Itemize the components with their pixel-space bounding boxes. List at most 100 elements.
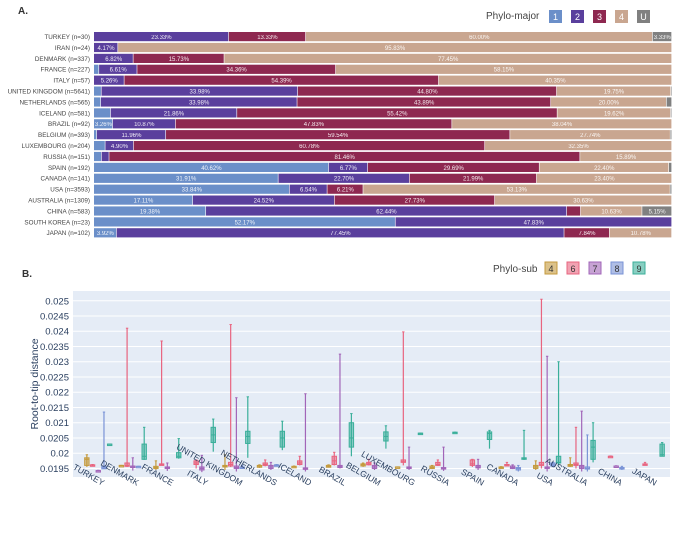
data-label: 24.52% — [254, 199, 275, 205]
legend-swatch-1 — [549, 10, 562, 23]
legend-label-6: 6 — [570, 264, 575, 274]
stacked-bar-chart: TURKEY (n=30) 23.33% 13.33% 60.00% 3.33% IRAN… — [8, 32, 672, 238]
bar-segment-2 — [101, 151, 109, 162]
bar-segment-2 — [116, 228, 564, 238]
bar-segment-U — [642, 206, 672, 216]
data-label: 81.46% — [335, 155, 356, 161]
box-9 — [348, 422, 355, 448]
bar-segment-2 — [94, 75, 124, 85]
bar-segment-3 — [297, 97, 551, 107]
data-label: 15.73% — [169, 57, 190, 63]
bar-segment-2 — [101, 86, 298, 96]
bar-segment-1 — [94, 195, 193, 205]
bar-segment-4 — [452, 119, 672, 129]
data-label: 6.21% — [337, 188, 355, 194]
bar-segment-4 — [539, 162, 669, 172]
legend-swatch-3 — [593, 10, 606, 23]
box-6 — [400, 459, 407, 463]
panel-a-label: A. — [18, 6, 28, 17]
category-label: ICELAND (n=581) — [39, 110, 90, 117]
data-label: 21.99% — [463, 177, 484, 183]
legend-swatch-7 — [588, 261, 602, 275]
legend-label-U: U — [640, 12, 647, 22]
bar-segment-3 — [564, 228, 610, 238]
data-label: 7.84% — [578, 231, 596, 237]
data-label: 95.83% — [385, 46, 406, 52]
category-label: BRAZIL (n=92) — [48, 121, 90, 128]
data-label: 6.82% — [105, 57, 123, 63]
data-label: 23.33% — [151, 35, 172, 41]
y-tick-label: 0.024 — [45, 327, 69, 338]
bar-segment-4 — [556, 86, 671, 96]
bar-segment-1 — [94, 184, 289, 194]
legend-swatch-U — [637, 10, 650, 23]
y-axis-label: Root-to-tip distance — [29, 338, 41, 429]
data-label: 52.17% — [235, 220, 256, 226]
data-label: 33.84% — [182, 188, 203, 194]
bar-segment-2 — [206, 206, 567, 216]
data-label: 19.62% — [604, 111, 625, 117]
data-label: 40.35% — [545, 79, 566, 85]
data-label: 4.90% — [111, 144, 129, 150]
data-label: 10.87% — [134, 122, 155, 128]
bar-segment-4 — [224, 53, 672, 63]
category-label: SPAIN (n=192) — [48, 165, 90, 172]
data-label: 60.00% — [469, 35, 490, 41]
data-label: 59.54% — [328, 133, 349, 139]
bar-segment-1 — [94, 173, 278, 183]
bar-segment-U — [670, 184, 672, 194]
category-label: JAPAN (n=102) — [47, 230, 90, 237]
data-label: 30.63% — [573, 199, 594, 205]
data-label: 62.44% — [376, 209, 397, 215]
bar-segment-3 — [237, 108, 557, 118]
category-label: USA (n=3593) — [50, 187, 90, 194]
bar-segment-3 — [166, 130, 510, 140]
data-label: 60.78% — [299, 144, 320, 150]
bar-segment-4 — [305, 32, 653, 42]
data-label: 27.74% — [580, 133, 601, 139]
bar-segment-1 — [94, 97, 101, 107]
data-label: 3.33% — [654, 35, 672, 41]
bar-segment-2 — [105, 141, 134, 151]
box-9 — [590, 439, 596, 460]
legend-phylo-sub: 4 6 7 8 9 — [544, 261, 646, 275]
box-9 — [245, 430, 251, 444]
bar-segment-2 — [395, 217, 672, 227]
panel-b-label: B. — [22, 269, 32, 280]
category-label: FRANCE (n=227) — [40, 67, 90, 74]
data-label: 27.73% — [405, 199, 426, 205]
legend-label-1: 1 — [553, 12, 558, 22]
data-label: 15.89% — [616, 155, 637, 161]
bar-segment-3 — [133, 141, 485, 151]
bar-segment-4 — [551, 97, 667, 107]
data-label: 58.15% — [494, 68, 515, 74]
bar-segment-2 — [100, 97, 297, 107]
bar-segment-U — [666, 97, 672, 107]
data-label: 13.33% — [257, 35, 278, 41]
y-tick-label: 0.021 — [45, 418, 69, 429]
box-6 — [538, 461, 545, 466]
category-label: SOUTH KOREA (n=23) — [24, 219, 90, 226]
bar-segment-2 — [96, 130, 166, 140]
bar-segment-4 — [580, 206, 642, 216]
category-label: DENMARK (n=337) — [35, 56, 90, 63]
bar-segment-3 — [566, 206, 581, 216]
category-label: CHINA (n=583) — [47, 208, 90, 215]
bar-segment-4 — [438, 75, 672, 85]
bar-segment-3 — [109, 151, 580, 162]
box-plot — [84, 298, 665, 473]
data-label: 6.54% — [300, 188, 318, 194]
bar-segment-4 — [557, 108, 671, 118]
legend-label-4: 4 — [619, 12, 624, 22]
legend-label-3: 3 — [597, 12, 602, 22]
bar-segment-2 — [94, 53, 133, 63]
bar-segment-4 — [363, 184, 670, 194]
bar-segment-3 — [334, 195, 495, 205]
bar-segment-3 — [133, 53, 224, 63]
legend-label-8: 8 — [614, 264, 619, 274]
legend-a-title: Phylo-major — [486, 11, 540, 22]
bar-segment-2 — [278, 173, 410, 183]
box-6 — [124, 462, 130, 467]
category-label: TURKEY (n=30) — [44, 34, 90, 41]
box-4 — [84, 457, 90, 466]
